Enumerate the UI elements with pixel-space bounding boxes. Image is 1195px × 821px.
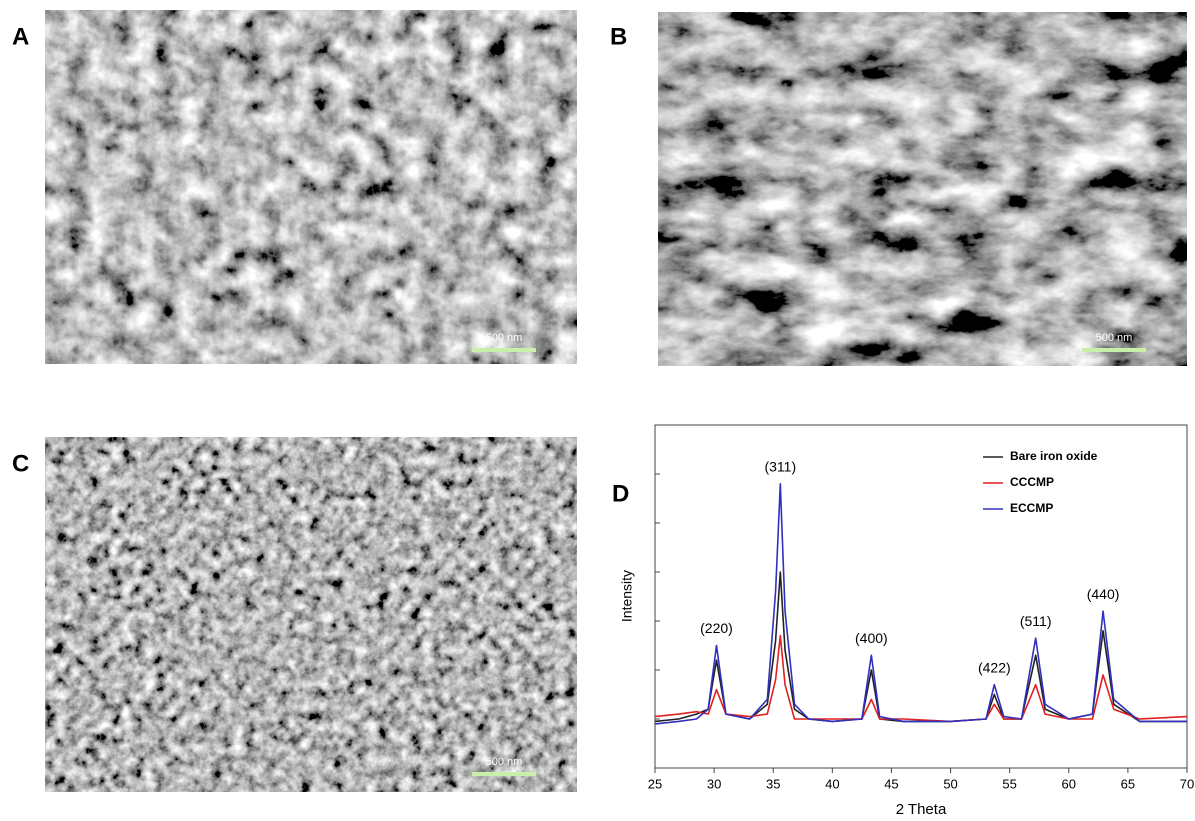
peak-label: (422)	[978, 659, 1011, 675]
x-tick-label: 40	[825, 776, 839, 791]
x-tick-label: 60	[1062, 776, 1076, 791]
scale-bar	[472, 772, 536, 776]
scale-bar	[1082, 348, 1146, 352]
x-tick-label: 55	[1002, 776, 1016, 791]
x-tick-label: 35	[766, 776, 780, 791]
scale-bar	[472, 348, 536, 352]
panel-label: D	[612, 480, 629, 507]
x-tick-label: 65	[1121, 776, 1135, 791]
peak-label: (440)	[1087, 586, 1120, 602]
x-axis-label: 2 Theta	[896, 801, 947, 818]
x-tick-label: 70	[1180, 776, 1194, 791]
xrd-chart: D 2 Theta Intensity 25 30 35 40 45 50 55 60 65 70…	[612, 425, 1194, 818]
scale-bar-label: 500 nm	[486, 332, 523, 344]
panel-label: A	[12, 23, 29, 50]
peak-label: (220)	[700, 620, 733, 636]
sem-image	[658, 12, 1187, 366]
x-tick-label: 45	[884, 776, 898, 791]
peak-label: (400)	[855, 630, 888, 646]
x-tick-label: 30	[707, 776, 721, 791]
figure: A 500 nm B 500 nm C 500 nm D 2 Theta Int…	[0, 0, 1195, 821]
scale-bar-label: 500 nm	[1096, 332, 1133, 344]
y-axis-label: Intensity	[619, 570, 635, 622]
x-tick-label: 50	[943, 776, 957, 791]
legend-label: Bare iron oxide	[1010, 449, 1098, 463]
legend-label: CCCMP	[1010, 475, 1054, 489]
x-tick-label: 25	[648, 776, 662, 791]
sem-image	[45, 437, 577, 792]
legend-label: ECCMP	[1010, 501, 1053, 515]
peak-label: (311)	[764, 459, 796, 475]
peak-label: (511)	[1020, 613, 1052, 629]
sem-image	[45, 10, 577, 364]
scale-bar-label: 500 nm	[486, 756, 523, 768]
page: A 500 nm B 500 nm C 500 nm D 2 Theta Int…	[0, 0, 1195, 821]
panel-label: B	[610, 23, 627, 50]
panel-label: C	[12, 450, 29, 477]
